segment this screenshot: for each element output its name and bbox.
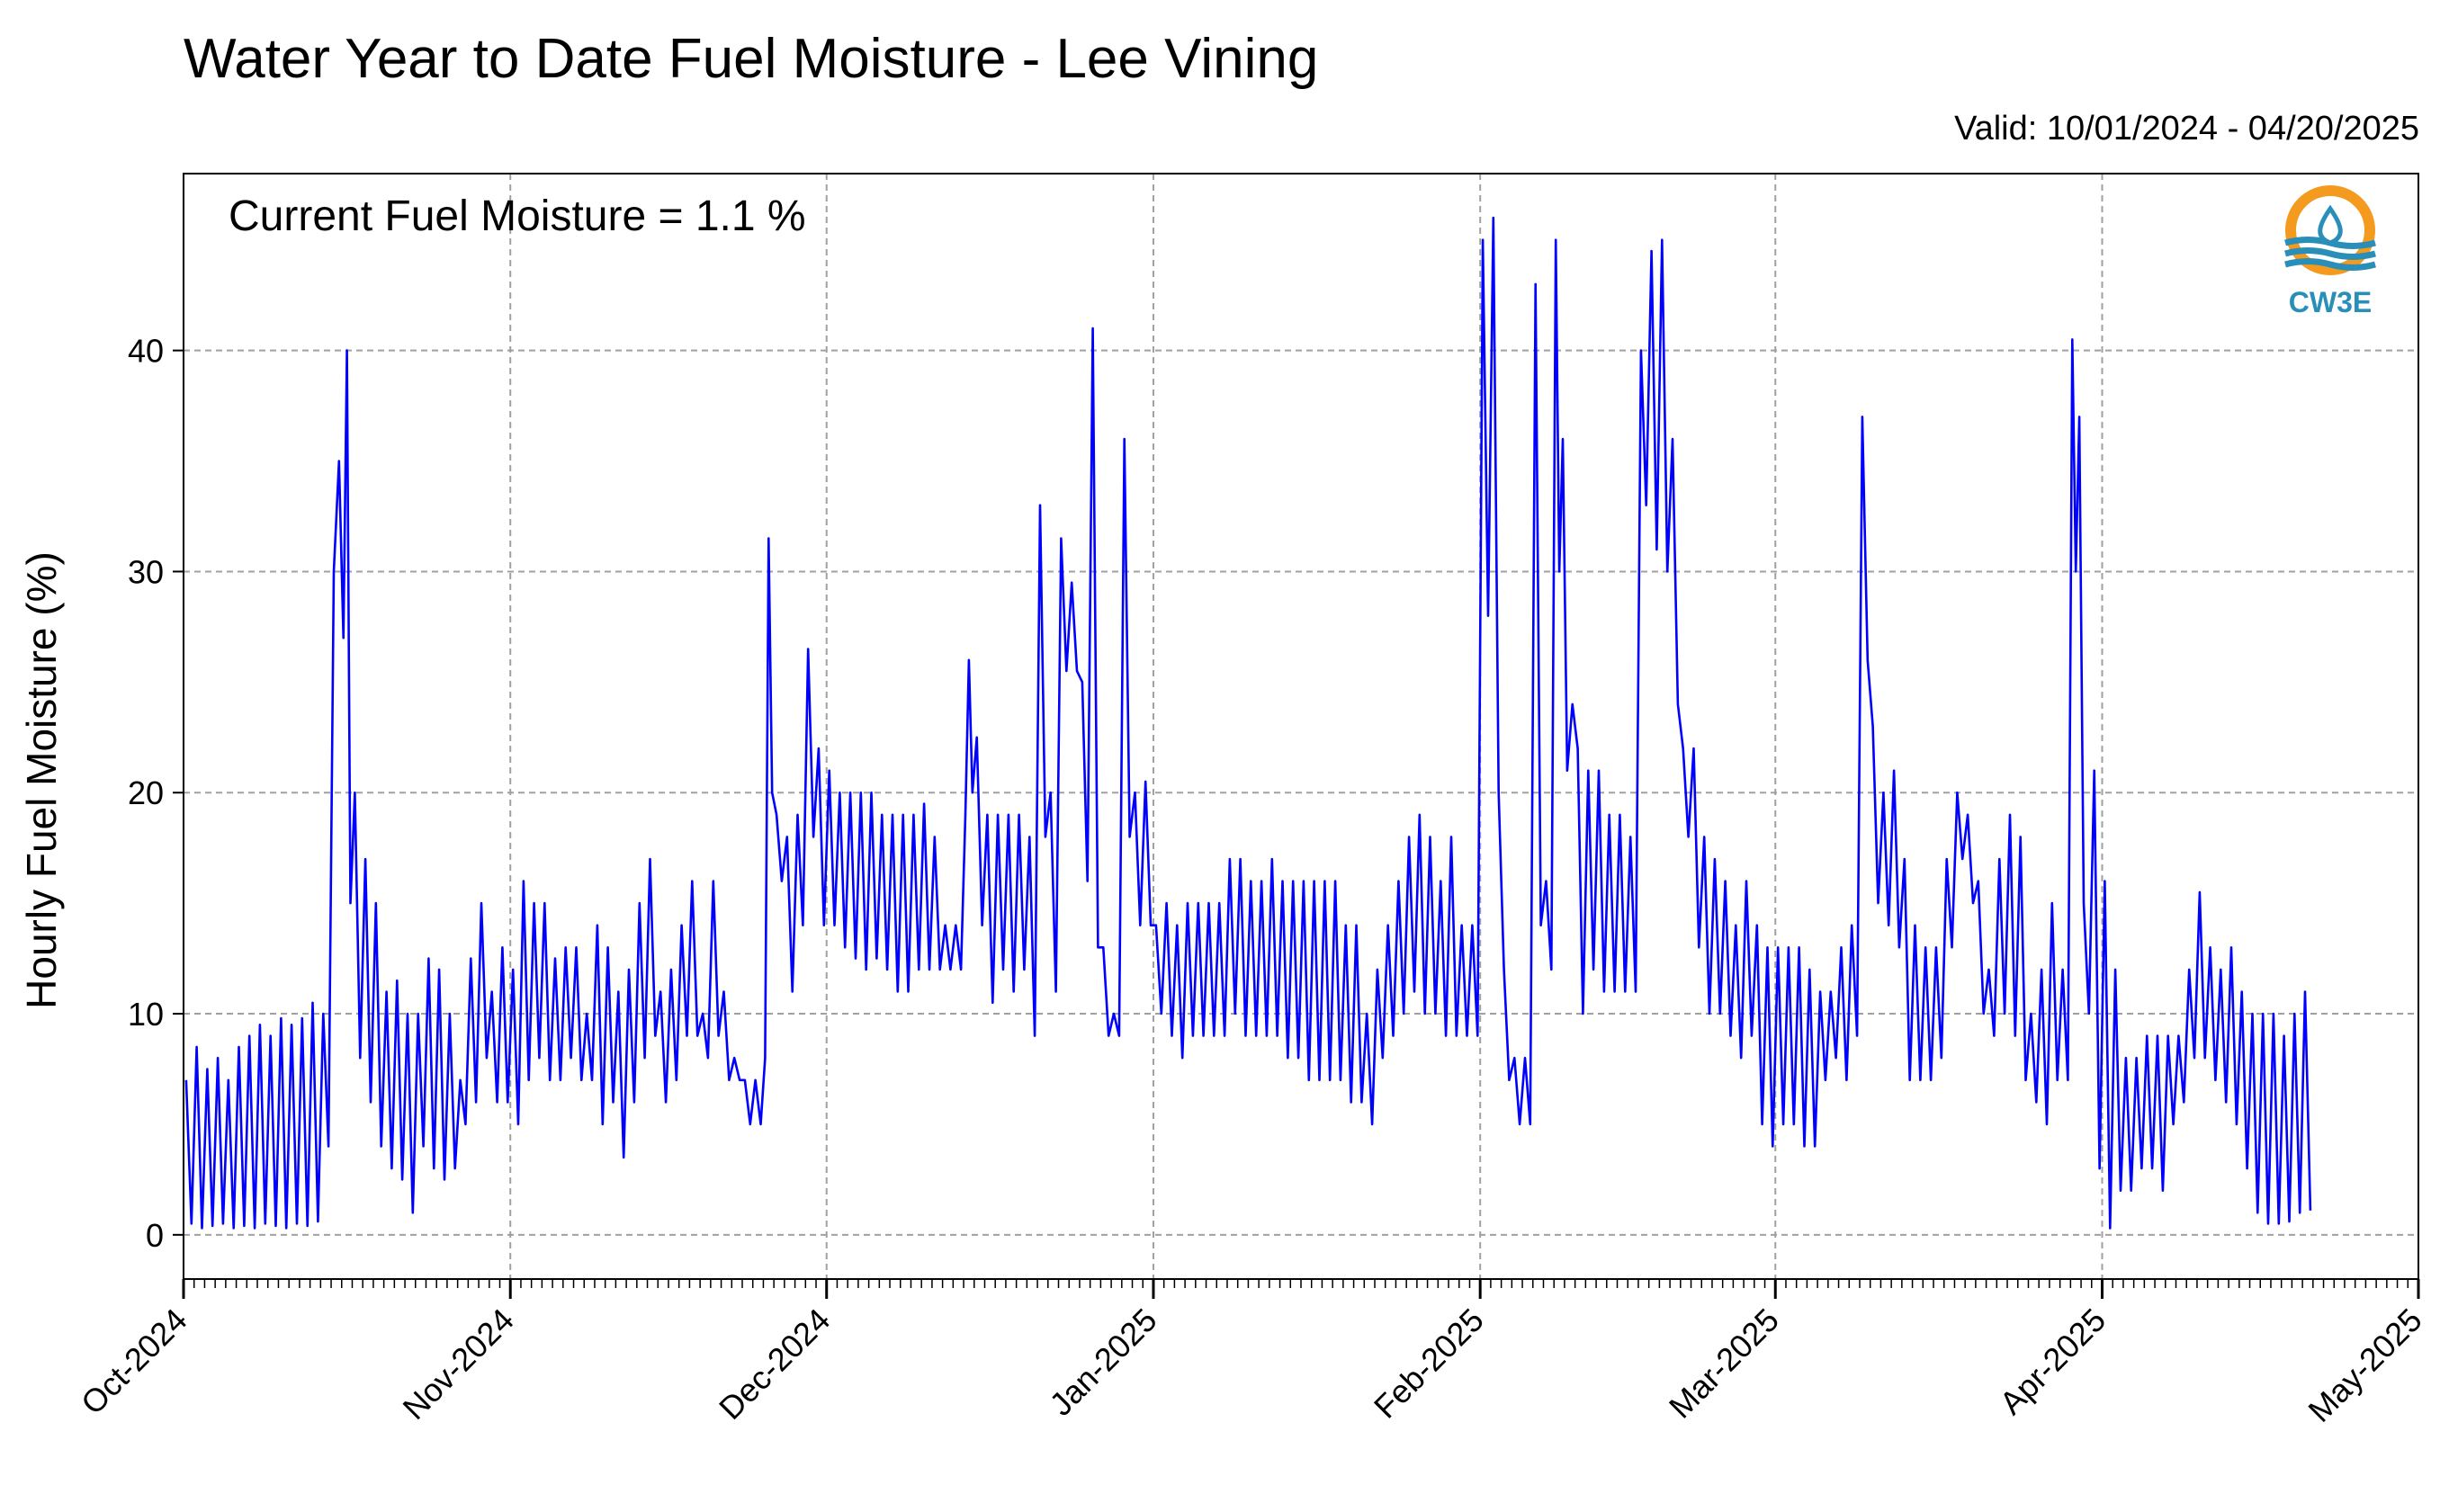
y-tick-label: 20 bbox=[128, 774, 164, 811]
x-tick-label: May-2025 bbox=[2301, 1302, 2428, 1429]
y-tick-label: 30 bbox=[128, 553, 164, 590]
chart-title: Water Year to Date Fuel Moisture - Lee V… bbox=[184, 28, 1319, 90]
water-drop-logo-icon bbox=[2284, 185, 2376, 275]
x-tick-label: Oct-2024 bbox=[74, 1302, 194, 1422]
cw3e-logo: CW3E bbox=[2284, 185, 2376, 318]
x-tick-label: Jan-2025 bbox=[1042, 1302, 1163, 1423]
current-fuel-moisture-annotation: Current Fuel Moisture = 1.1 % bbox=[229, 192, 806, 240]
x-tick-label: Feb-2025 bbox=[1367, 1302, 1491, 1426]
x-tick-label: Apr-2025 bbox=[1992, 1302, 2113, 1422]
x-tick-label: Nov-2024 bbox=[396, 1302, 521, 1427]
y-tick-label: 40 bbox=[128, 333, 164, 370]
y-axis-label: Hourly Fuel Moisture (%) bbox=[18, 551, 65, 1009]
series-line-0 bbox=[184, 216, 2312, 1230]
series-layer bbox=[184, 216, 2312, 1230]
y-tick-label: 10 bbox=[128, 996, 164, 1033]
y-tick-label: 0 bbox=[146, 1217, 164, 1254]
valid-date-range: Valid: 10/01/2024 - 04/20/2025 bbox=[1954, 110, 2419, 148]
x-tick-label: Mar-2025 bbox=[1662, 1302, 1786, 1426]
x-tick-label: Dec-2024 bbox=[712, 1302, 837, 1427]
logo-text: CW3E bbox=[2289, 286, 2372, 318]
